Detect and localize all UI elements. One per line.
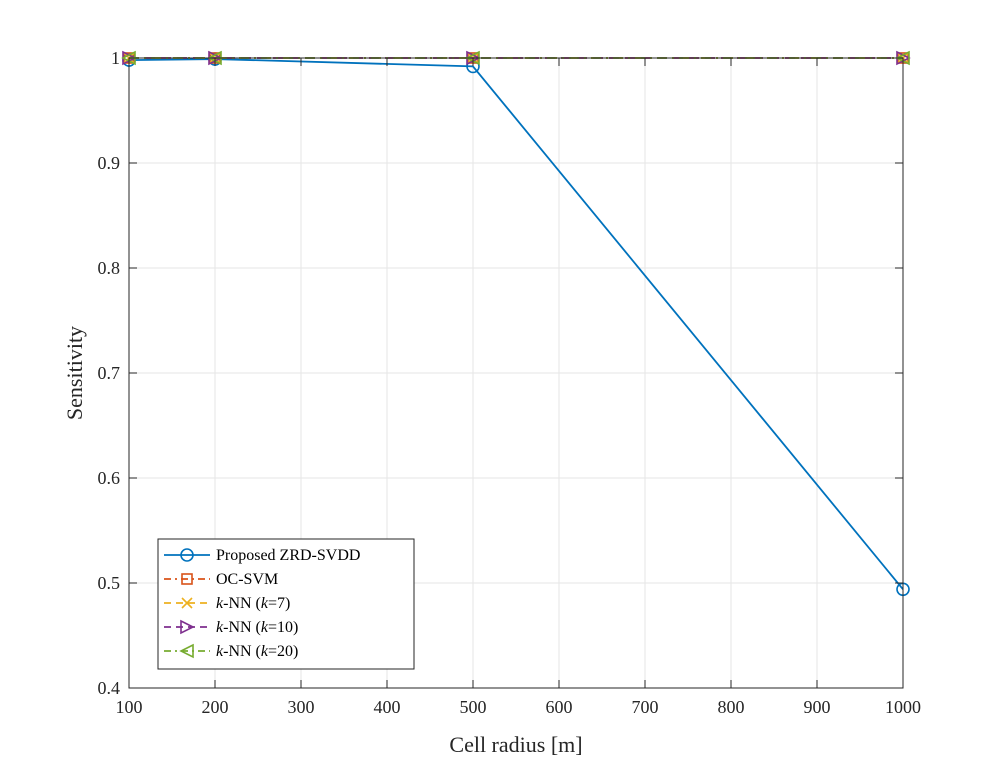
legend-label: k-NN (k=10) [216,619,298,636]
legend-item: k-NN (k=20) [164,643,298,660]
legend-text-part: Proposed ZRD-SVDD [216,547,360,564]
legend-text-part: =10) [268,619,298,636]
legend-label: k-NN (k=20) [216,643,298,660]
y-tick-label: 0.5 [98,573,121,593]
x-axis-title: Cell radius [m] [449,732,582,757]
x-tick-label: 100 [116,697,143,717]
y-tick-label: 0.4 [98,678,121,698]
legend-marker [181,573,193,585]
legend-marker [181,597,193,609]
legend-k-italic: k [261,595,269,612]
x-tick-label: 300 [288,697,315,717]
legend-item: OC-SVM [164,571,278,588]
legend-k-italic: k [216,643,224,660]
legend-k-italic: k [216,619,224,636]
legend-box [157,538,415,670]
x-tick-label: 800 [718,697,745,717]
legend-item: k-NN (k=7) [164,595,290,612]
legend-item: k-NN (k=10) [164,619,298,636]
y-tick-label: 0.8 [98,258,121,278]
legend-text-part: -NN ( [223,643,261,660]
legend-text-part: OC-SVM [216,571,278,588]
legend-marker [179,643,194,659]
legend-label: k-NN (k=7) [216,595,290,612]
legend-k-italic: k [216,595,224,612]
legend-text-part: =20) [268,643,298,660]
legend-text-part: =7) [268,595,290,612]
x-tick-label: 200 [202,697,229,717]
legend-marker [180,548,194,562]
x-tick-label: 1000 [885,697,921,717]
x-tick-label: 900 [804,697,831,717]
y-tick-label: 0.6 [98,468,121,488]
x-tick-label: 500 [460,697,487,717]
x-tick-label: 700 [632,697,659,717]
legend-k-italic: k [261,619,269,636]
y-tick-label: 0.7 [98,363,121,383]
legend-text-part: -NN ( [223,619,261,636]
y-tick-label: 0.9 [98,153,121,173]
legend-marker [180,619,195,635]
series-line [128,58,904,590]
legend-k-italic: k [261,643,269,660]
legend-item: Proposed ZRD-SVDD [164,547,360,564]
y-axis-title: Sensitivity [62,326,87,420]
legend-text-part: -NN ( [223,595,261,612]
x-tick-label: 400 [374,697,401,717]
axis-ticks: 100 200 300 400 500 600 700 800 900 1000 0.4 0.5 0.6… [98,48,922,717]
legend-label: Proposed ZRD-SVDD [216,547,360,564]
legend-label: OC-SVM [216,571,278,588]
y-tick-label: 1 [111,48,120,68]
x-tick-label: 600 [546,697,573,717]
